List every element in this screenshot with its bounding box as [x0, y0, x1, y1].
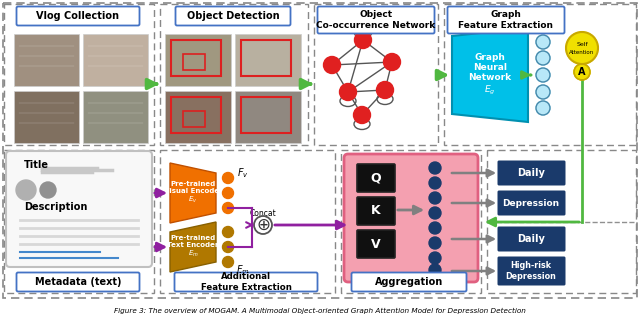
- Text: Graph
Neural
Network
$E_g$: Graph Neural Network $E_g$: [468, 53, 511, 97]
- Text: Graph
Feature Extraction: Graph Feature Extraction: [458, 10, 554, 30]
- FancyBboxPatch shape: [357, 230, 395, 258]
- Circle shape: [223, 173, 234, 184]
- FancyBboxPatch shape: [14, 91, 79, 143]
- Bar: [241, 40, 291, 76]
- Circle shape: [339, 83, 356, 100]
- FancyBboxPatch shape: [317, 7, 435, 33]
- Text: Attention: Attention: [570, 49, 595, 54]
- FancyBboxPatch shape: [83, 34, 148, 86]
- Text: High-risk
Depression: High-risk Depression: [506, 261, 556, 281]
- FancyBboxPatch shape: [497, 226, 566, 251]
- Circle shape: [429, 264, 441, 276]
- FancyBboxPatch shape: [165, 91, 231, 143]
- Text: Object
Co-occurrence Network: Object Co-occurrence Network: [316, 10, 436, 30]
- Bar: [4, 150, 154, 293]
- Circle shape: [383, 54, 401, 71]
- Circle shape: [254, 216, 272, 234]
- Circle shape: [429, 177, 441, 189]
- Text: Q: Q: [371, 171, 381, 185]
- FancyBboxPatch shape: [235, 34, 301, 86]
- Bar: [4, 4, 154, 145]
- FancyBboxPatch shape: [83, 91, 148, 143]
- Text: Additional
Feature Extraction: Additional Feature Extraction: [200, 272, 291, 292]
- Circle shape: [429, 162, 441, 174]
- Circle shape: [223, 242, 234, 253]
- Bar: [341, 150, 481, 293]
- Circle shape: [574, 64, 590, 80]
- Circle shape: [223, 256, 234, 267]
- Circle shape: [429, 237, 441, 249]
- Circle shape: [355, 32, 371, 49]
- Circle shape: [536, 68, 550, 82]
- Bar: [183, 54, 205, 70]
- Circle shape: [429, 252, 441, 264]
- Bar: [444, 4, 636, 145]
- Text: V: V: [371, 238, 381, 250]
- Text: A: A: [579, 67, 586, 77]
- FancyBboxPatch shape: [351, 272, 467, 291]
- Text: Daily: Daily: [517, 168, 545, 178]
- FancyBboxPatch shape: [344, 154, 478, 282]
- Circle shape: [429, 207, 441, 219]
- Text: Pre-trained
Text Encoder
$E_m$: Pre-trained Text Encoder $E_m$: [167, 235, 219, 259]
- FancyBboxPatch shape: [235, 91, 301, 143]
- Text: Self: Self: [576, 42, 588, 47]
- Circle shape: [353, 106, 371, 123]
- FancyBboxPatch shape: [175, 7, 291, 26]
- Circle shape: [40, 182, 56, 198]
- Circle shape: [429, 222, 441, 234]
- FancyBboxPatch shape: [17, 7, 140, 26]
- Text: Pre-trained
Visual Encoder
$E_v$: Pre-trained Visual Encoder $E_v$: [164, 181, 222, 205]
- Text: $F_v$: $F_v$: [237, 166, 249, 180]
- Bar: [160, 150, 335, 293]
- Circle shape: [223, 203, 234, 214]
- Text: Depression: Depression: [502, 198, 559, 208]
- Bar: [487, 150, 636, 293]
- Text: K: K: [371, 204, 381, 217]
- Bar: [171, 40, 221, 76]
- Text: Title: Title: [24, 160, 49, 170]
- FancyBboxPatch shape: [497, 256, 566, 285]
- Bar: [183, 111, 205, 127]
- Circle shape: [536, 101, 550, 115]
- Bar: [241, 97, 291, 133]
- FancyBboxPatch shape: [17, 272, 140, 291]
- Polygon shape: [170, 163, 216, 223]
- Text: Aggregation: Aggregation: [375, 277, 443, 287]
- Text: $\oplus$: $\oplus$: [256, 216, 270, 234]
- Text: $F_m$: $F_m$: [236, 263, 250, 277]
- Circle shape: [566, 32, 598, 64]
- Circle shape: [536, 35, 550, 49]
- Bar: [171, 97, 221, 133]
- Circle shape: [376, 82, 394, 99]
- Polygon shape: [170, 222, 216, 272]
- Circle shape: [536, 51, 550, 65]
- FancyBboxPatch shape: [447, 7, 564, 33]
- Text: Description: Description: [24, 202, 88, 212]
- Text: Daily: Daily: [517, 234, 545, 244]
- Text: Object Detection: Object Detection: [187, 11, 279, 21]
- Circle shape: [16, 180, 36, 200]
- FancyBboxPatch shape: [14, 34, 79, 86]
- Circle shape: [223, 187, 234, 198]
- Circle shape: [536, 85, 550, 99]
- Text: Metadata (text): Metadata (text): [35, 277, 121, 287]
- FancyBboxPatch shape: [6, 151, 152, 267]
- FancyBboxPatch shape: [497, 161, 566, 186]
- FancyBboxPatch shape: [357, 164, 395, 192]
- FancyBboxPatch shape: [357, 197, 395, 225]
- Circle shape: [223, 226, 234, 238]
- Bar: [160, 4, 308, 145]
- Text: Vlog Collection: Vlog Collection: [36, 11, 120, 21]
- Text: Concat: Concat: [250, 209, 276, 219]
- Text: Figure 3: The overview of MOGAM. A Multimodal Object-oriented Graph Attention Mo: Figure 3: The overview of MOGAM. A Multi…: [114, 308, 526, 314]
- Bar: [314, 4, 438, 145]
- Polygon shape: [452, 28, 528, 122]
- Circle shape: [429, 192, 441, 204]
- FancyBboxPatch shape: [175, 272, 317, 291]
- FancyBboxPatch shape: [165, 34, 231, 86]
- FancyBboxPatch shape: [497, 191, 566, 215]
- Circle shape: [323, 56, 340, 73]
